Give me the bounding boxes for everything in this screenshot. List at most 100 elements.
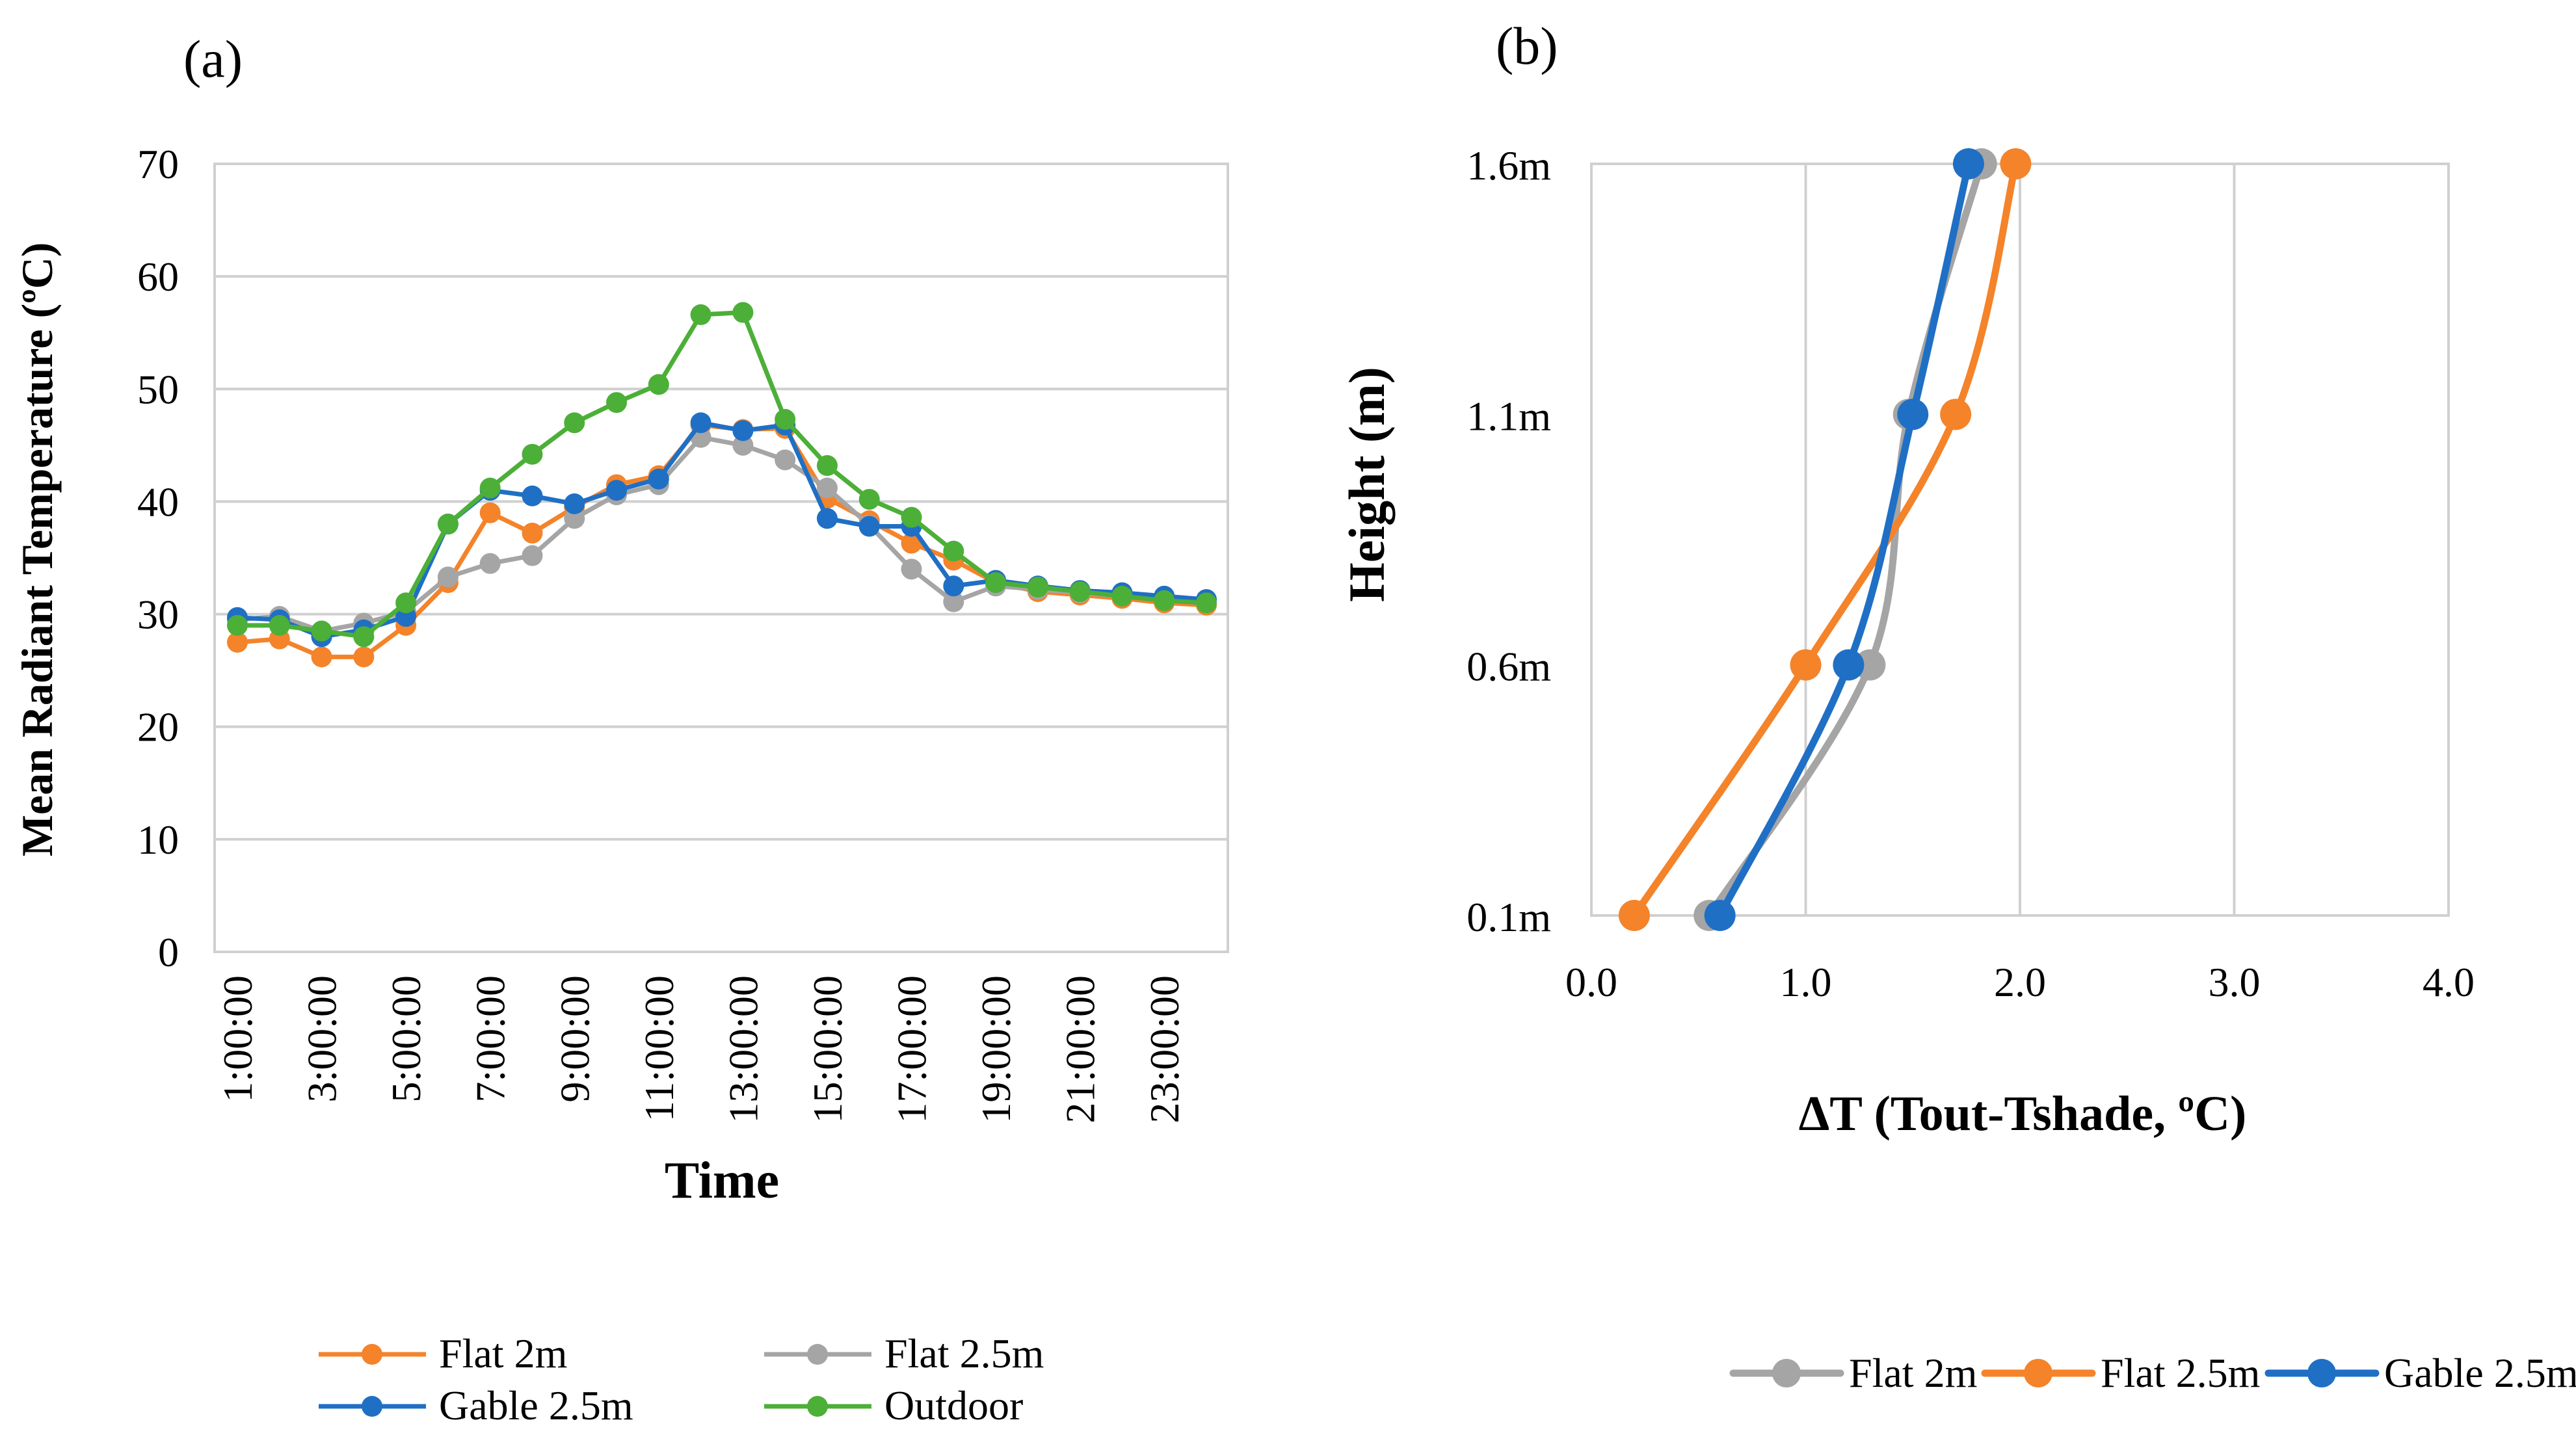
- data-point-gable-2-5m-12-00-00: [690, 412, 711, 434]
- data-point-outdoor-4-00-00: [353, 626, 375, 648]
- x-tick-label-13-00-00: 13:00:00: [720, 975, 766, 1124]
- data-point-flat-2m-4-00-00: [353, 646, 375, 668]
- legend-label: Flat 2m: [1849, 1350, 1977, 1396]
- data-point-outdoor-19-00-00: [985, 572, 1007, 594]
- x-tick-label-5-00-00: 5:00:00: [383, 975, 429, 1103]
- panel-a-series: [227, 302, 1217, 668]
- data-point-gable-2-5m-15-00-00: [816, 508, 838, 529]
- legend-label: Outdoor: [884, 1382, 1023, 1428]
- data-point-flat-2m-8-00-00: [522, 522, 543, 544]
- data-point-outdoor-17-00-00: [901, 506, 922, 528]
- y-tick-label-40: 40: [137, 479, 179, 525]
- legend-item-flat-2m: Flat 2m: [1729, 1350, 1977, 1396]
- x-tick-label-11-00-00: 11:00:00: [636, 975, 682, 1122]
- data-point-gable-2-5m-16-00-00: [858, 516, 880, 537]
- y-tick-label-1-1m: 1.1m: [1467, 393, 1551, 439]
- x-tick-label-19-00-00: 19:00:00: [973, 975, 1019, 1124]
- panel-b-y-tick-labels: 0.1m 0.6m 1.1m 1.6m: [1467, 142, 1551, 940]
- y-tick-label-10: 10: [137, 817, 179, 863]
- data-point-flat-2-5m-18-00-00: [943, 591, 964, 612]
- data-point-outdoor-13-00-00: [732, 302, 754, 323]
- data-point-outdoor-9-00-00: [564, 412, 585, 434]
- legend-item-gable-2-5m: Gable 2.5m: [319, 1382, 633, 1428]
- data-point-outdoor-16-00-00: [858, 488, 880, 510]
- data-point-outdoor-22-00-00: [1111, 585, 1133, 607]
- panel-b-legend: Flat 2m Flat 2.5m Gable 2.5m: [1729, 1350, 2576, 1396]
- chart-panel-b: (b) 0.1m 0.6m 1.1m 1.6m 0.0 1.0 2.0 3.0 4.0 ΔT …: [1338, 16, 2576, 1396]
- data-point-flat-2-5m-7-00-00: [479, 553, 501, 574]
- data-point-outdoor-8-00-00: [522, 443, 543, 465]
- data-point-gable-2-5m-1-6m: [1952, 148, 1984, 179]
- data-point-flat-2-5m-0-6m: [1790, 649, 1822, 681]
- x-tick-label-15-00-00: 15:00:00: [804, 975, 851, 1124]
- series-flat-2-5m: [1618, 148, 2032, 931]
- series-line-flat-2-5m: [1630, 160, 2019, 919]
- data-point-gable-2-5m-11-00-00: [648, 468, 669, 490]
- x-tick-label-9-00-00: 9:00:00: [551, 975, 598, 1103]
- y-tick-label-0-6m: 0.6m: [1467, 644, 1551, 690]
- legend-swatch-marker: [362, 1396, 382, 1417]
- data-point-flat-2-5m-0-1m: [1618, 900, 1650, 931]
- data-point-outdoor-21-00-00: [1069, 581, 1091, 602]
- panel-a-x-tick-labels: 1:00:00 3:00:00 5:00:00 7:00:00 9:00:00 11:00…: [215, 975, 1188, 1124]
- x-tick-label-3-0: 3.0: [2209, 959, 2261, 1005]
- panel-b-x-tick-labels: 0.0 1.0 2.0 3.0 4.0: [1565, 959, 2475, 1005]
- y-tick-label-70: 70: [137, 141, 179, 187]
- data-point-flat-2-5m-6-00-00: [437, 566, 458, 588]
- y-tick-label-0: 0: [158, 929, 179, 975]
- legend-label: Flat 2m: [439, 1330, 567, 1376]
- legend-swatch-marker: [362, 1344, 382, 1365]
- data-point-outdoor-14-00-00: [775, 409, 796, 430]
- data-point-flat-2-5m-9-00-00: [564, 508, 585, 529]
- panel-a-gridlines: [215, 163, 1228, 953]
- data-point-flat-2m-1-00-00: [227, 631, 248, 653]
- data-point-flat-2-5m-1-1m: [1940, 399, 1972, 430]
- legend-swatch-marker: [2307, 1359, 2336, 1387]
- chart-panel-a: (a) 0 10 20 30 40 50 60 70 1:00:00 3:00:00 5:00:0…: [12, 29, 1229, 1428]
- data-point-outdoor-20-00-00: [1027, 577, 1048, 598]
- data-point-outdoor-1-00-00: [227, 614, 248, 636]
- data-point-gable-2-5m-0-6m: [1833, 649, 1865, 681]
- data-point-gable-2-5m-13-00-00: [732, 420, 754, 441]
- data-point-outdoor-2-00-00: [269, 614, 290, 636]
- legend-label: Flat 2.5m: [884, 1330, 1044, 1376]
- x-tick-label-23-00-00: 23:00:00: [1141, 975, 1188, 1124]
- panel-b-y-axis-title: Height (m): [1338, 367, 1395, 602]
- panel-a-legend: Flat 2m Flat 2.5m Gable 2.5m Outdoor: [319, 1330, 1044, 1428]
- panel-b-x-axis-title: ΔT (Tout-Tshade, ºC): [1799, 1086, 2247, 1141]
- data-point-gable-2-5m-10-00-00: [606, 480, 628, 501]
- data-point-flat-2m-3-00-00: [311, 646, 332, 668]
- panel-a-plot-area: [213, 163, 1229, 953]
- panel-b-label: (b): [1496, 16, 1558, 75]
- data-point-outdoor-24-00-00: [1196, 592, 1217, 614]
- y-tick-label-50: 50: [137, 366, 179, 412]
- data-point-gable-2-5m-18-00-00: [943, 575, 964, 597]
- series-line-outdoor: [237, 310, 1207, 639]
- y-tick-label-1-6m: 1.6m: [1467, 142, 1551, 189]
- data-point-flat-2-5m-17-00-00: [901, 559, 922, 580]
- data-point-outdoor-3-00-00: [311, 620, 332, 642]
- panel-a-x-axis-title: Time: [665, 1152, 779, 1209]
- data-point-outdoor-15-00-00: [816, 455, 838, 477]
- panel-b-gridlines: [1590, 164, 2450, 915]
- data-point-flat-2-5m-13-00-00: [732, 434, 754, 456]
- x-tick-label-3-00-00: 3:00:00: [299, 975, 345, 1103]
- x-tick-label-1-00-00: 1:00:00: [215, 975, 261, 1103]
- data-point-outdoor-10-00-00: [606, 392, 628, 414]
- series-flat-2m: [1693, 148, 1997, 931]
- x-tick-label-21-00-00: 21:00:00: [1057, 975, 1104, 1124]
- x-tick-label-17-00-00: 17:00:00: [889, 975, 935, 1124]
- legend-item-gable-2-5m: Gable 2.5m: [2264, 1350, 2576, 1396]
- y-tick-label-20: 20: [137, 704, 179, 750]
- data-point-gable-2-5m-0-1m: [1704, 900, 1736, 931]
- panel-a-label: (a): [183, 29, 243, 88]
- data-point-outdoor-11-00-00: [648, 374, 669, 395]
- data-point-flat-2m-17-00-00: [901, 532, 922, 554]
- data-point-flat-2-5m-15-00-00: [816, 477, 838, 499]
- x-tick-label-2-0: 2.0: [1994, 959, 2046, 1005]
- data-point-flat-2m-0-6m: [1854, 649, 1886, 681]
- legend-item-flat-2-5m: Flat 2.5m: [764, 1330, 1044, 1376]
- legend-item-flat-2-5m: Flat 2.5m: [1981, 1350, 2260, 1396]
- data-point-gable-2-5m-8-00-00: [522, 485, 543, 506]
- data-point-outdoor-5-00-00: [395, 592, 417, 614]
